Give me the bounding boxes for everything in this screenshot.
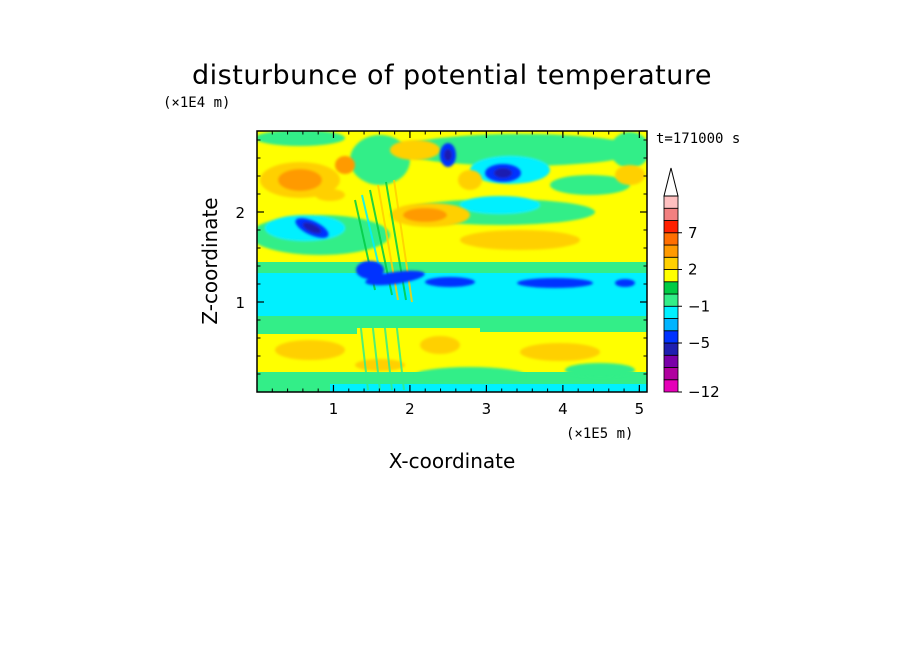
colorbar-swatch [663,244,679,258]
field-band-green-lower [257,316,647,328]
x-axis-label: X-coordinate [389,449,516,473]
field-core-cold [356,261,384,279]
colorbar-swatch [663,269,679,283]
x-axis: 1 2 3 4 5 [271,131,645,418]
colorbar-swatch [663,207,679,221]
field-core-cold [444,149,452,161]
field-patch-orange [520,343,600,361]
colorbar-swatch [663,281,679,295]
field-patch-green [257,131,345,146]
colorbar-tick-label: −12 [688,383,720,401]
colorbar-tick-label: −1 [688,297,710,315]
colorbar-extension-arrow [663,167,679,197]
field-core-cold [425,277,475,287]
colorbar-tick-label: 2 [688,261,698,279]
colorbar-swatch [663,256,679,270]
colorbar-tick-label: 7 [688,224,698,242]
field-patch-warm [458,170,482,190]
y-axis-label: Z-coordinate [198,197,222,324]
contour-field [257,131,647,392]
colorbar-swatch [663,379,679,393]
field-patch-green [550,175,630,195]
field-patch-orange [275,340,345,360]
field-core-cold [302,222,322,234]
colorbar-swatch [663,305,679,319]
colorbar-swatch [663,195,679,209]
field-patch-warm [278,169,322,191]
field-core-cold [494,168,512,178]
colorbar-swatch [663,293,679,307]
x-tick-label: 3 [482,400,492,418]
field-band-green-lower-2 [257,328,357,334]
field-striation [371,319,381,391]
x-tick-label: 2 [405,400,415,418]
colorbar-swatch [663,330,679,344]
field-patch-cyan [460,196,540,214]
plot-frame [256,130,648,393]
y-unit-label: (×1E4 m) [163,95,230,111]
field-striation [383,319,393,391]
field-band-bottom-cyan [330,384,647,392]
x-unit-label: (×1E5 m) [566,426,633,442]
field-patch-green [610,132,647,168]
y-axis: 12 [235,139,647,375]
field-patch-orange [355,359,405,371]
field-patch-warm [460,230,580,250]
colorbar-swatch [663,367,679,381]
field-core-cold [365,270,425,286]
field-patch-warm [615,165,645,185]
field-patch-green [400,134,640,166]
x-tick-label: 5 [635,400,645,418]
field-band-green-upper [257,262,647,273]
field-patch-warm [390,140,440,160]
x-tick-label: 4 [558,400,568,418]
field-patch-warm [403,208,447,222]
y-tick-label: 2 [235,204,245,222]
field-patch-green [565,363,635,377]
chart-title: disturbunce of potential temperature [192,60,712,91]
field-patch-orange [420,336,460,354]
field-striation [395,319,405,391]
colorbar-swatch [663,354,679,368]
colorbar-swatch [663,232,679,246]
field-patch-warm [315,189,345,201]
field-core-cold [517,278,593,288]
colorbar-swatch [663,318,679,332]
time-label: t=171000 s [656,131,740,147]
colorbar-tick-label: −5 [688,334,710,352]
x-tick-label: 1 [329,400,339,418]
colorbar-swatch [663,342,679,356]
colorbar-swatch [663,220,679,234]
field-striation [393,179,413,303]
colorbar: 7 2 −1 −5 −12 [663,167,720,401]
field-band-green-lower-3 [480,326,647,332]
field-patch-green [415,367,525,383]
y-tick-label: 1 [235,294,245,312]
field-patch-warm [335,156,355,174]
field-core-cold [615,279,635,287]
field-striation [359,319,369,391]
